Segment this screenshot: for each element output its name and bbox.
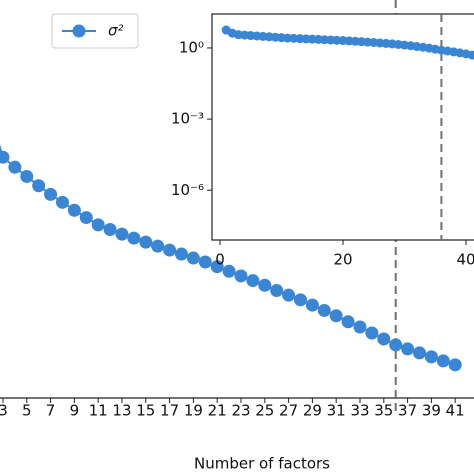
data-point <box>436 354 450 368</box>
y-tick-label: 10⁻³ <box>171 110 204 128</box>
x-tick-label: 21 <box>208 402 227 420</box>
x-tick-label: 0 <box>215 251 225 269</box>
data-point <box>115 227 129 241</box>
x-tick-label: 23 <box>231 402 250 420</box>
data-point <box>389 338 403 352</box>
x-tick-label: 41 <box>446 402 465 420</box>
data-point <box>44 187 58 201</box>
data-point <box>412 346 426 360</box>
panel: 0 20 40 10⁰ 10⁻³ 10⁻⁶ <box>171 13 474 269</box>
x-axis-label: Number of factors <box>194 455 330 473</box>
data-point <box>174 247 188 261</box>
data-point <box>103 223 117 237</box>
data-point <box>163 243 177 257</box>
y-tick-label: 10⁰ <box>179 38 204 56</box>
x-tick-label: 27 <box>279 402 298 420</box>
data-point <box>20 169 34 183</box>
y-tick-label: 10⁻⁶ <box>171 181 204 199</box>
x-tick-label: 31 <box>327 402 346 420</box>
x-tick-label: 39 <box>422 402 441 420</box>
legend-label: σ² <box>108 22 124 40</box>
x-tick-label: 17 <box>160 402 179 420</box>
x-tick-label: 25 <box>255 402 274 420</box>
x-tick-label: 19 <box>184 402 203 420</box>
x-tick-label: 11 <box>89 402 108 420</box>
data-point <box>55 195 69 209</box>
data-point <box>448 358 462 372</box>
data-point <box>210 260 224 274</box>
plot-area <box>221 25 474 60</box>
data-point <box>246 274 260 288</box>
data-point <box>305 298 319 312</box>
x-tick-label: 3 <box>0 402 8 420</box>
data-point <box>67 203 81 217</box>
data-point <box>234 269 248 283</box>
data-point <box>424 350 438 364</box>
plot-area <box>0 144 462 372</box>
data-point <box>8 160 22 174</box>
x-tick-label: 13 <box>112 402 131 420</box>
x-tick-label: 40 <box>456 251 474 269</box>
data-point <box>198 255 212 269</box>
x-tick-label: 29 <box>303 402 322 420</box>
x-tick-label: 5 <box>22 402 32 420</box>
data-point <box>365 326 379 340</box>
data-point <box>91 218 105 232</box>
x-tick-label: 9 <box>70 402 80 420</box>
x-tick-label: 20 <box>333 251 352 269</box>
x-tick-label: 35 <box>374 402 393 420</box>
data-point <box>293 293 307 307</box>
data-point <box>341 315 355 329</box>
data-point <box>258 278 272 292</box>
data-point <box>282 288 296 302</box>
data-point <box>32 179 46 193</box>
data-point <box>186 251 200 265</box>
data-point <box>329 309 343 323</box>
data-point <box>467 50 474 60</box>
data-point <box>79 211 93 225</box>
data-point <box>353 320 367 334</box>
data-point <box>270 284 284 298</box>
data-point <box>317 303 331 317</box>
data-point <box>222 264 236 278</box>
data-point <box>139 235 153 249</box>
data-point <box>0 150 10 164</box>
x-tick-label: 15 <box>136 402 155 420</box>
data-point <box>401 342 415 356</box>
data-point <box>151 239 165 253</box>
x-tick-label: 7 <box>46 402 56 420</box>
data-point <box>377 332 391 346</box>
data-point <box>127 231 141 245</box>
legend-marker <box>72 24 86 38</box>
legend: σ² <box>51 13 139 49</box>
x-tick-label: 33 <box>350 402 369 420</box>
x-tick-label: 37 <box>398 402 417 420</box>
